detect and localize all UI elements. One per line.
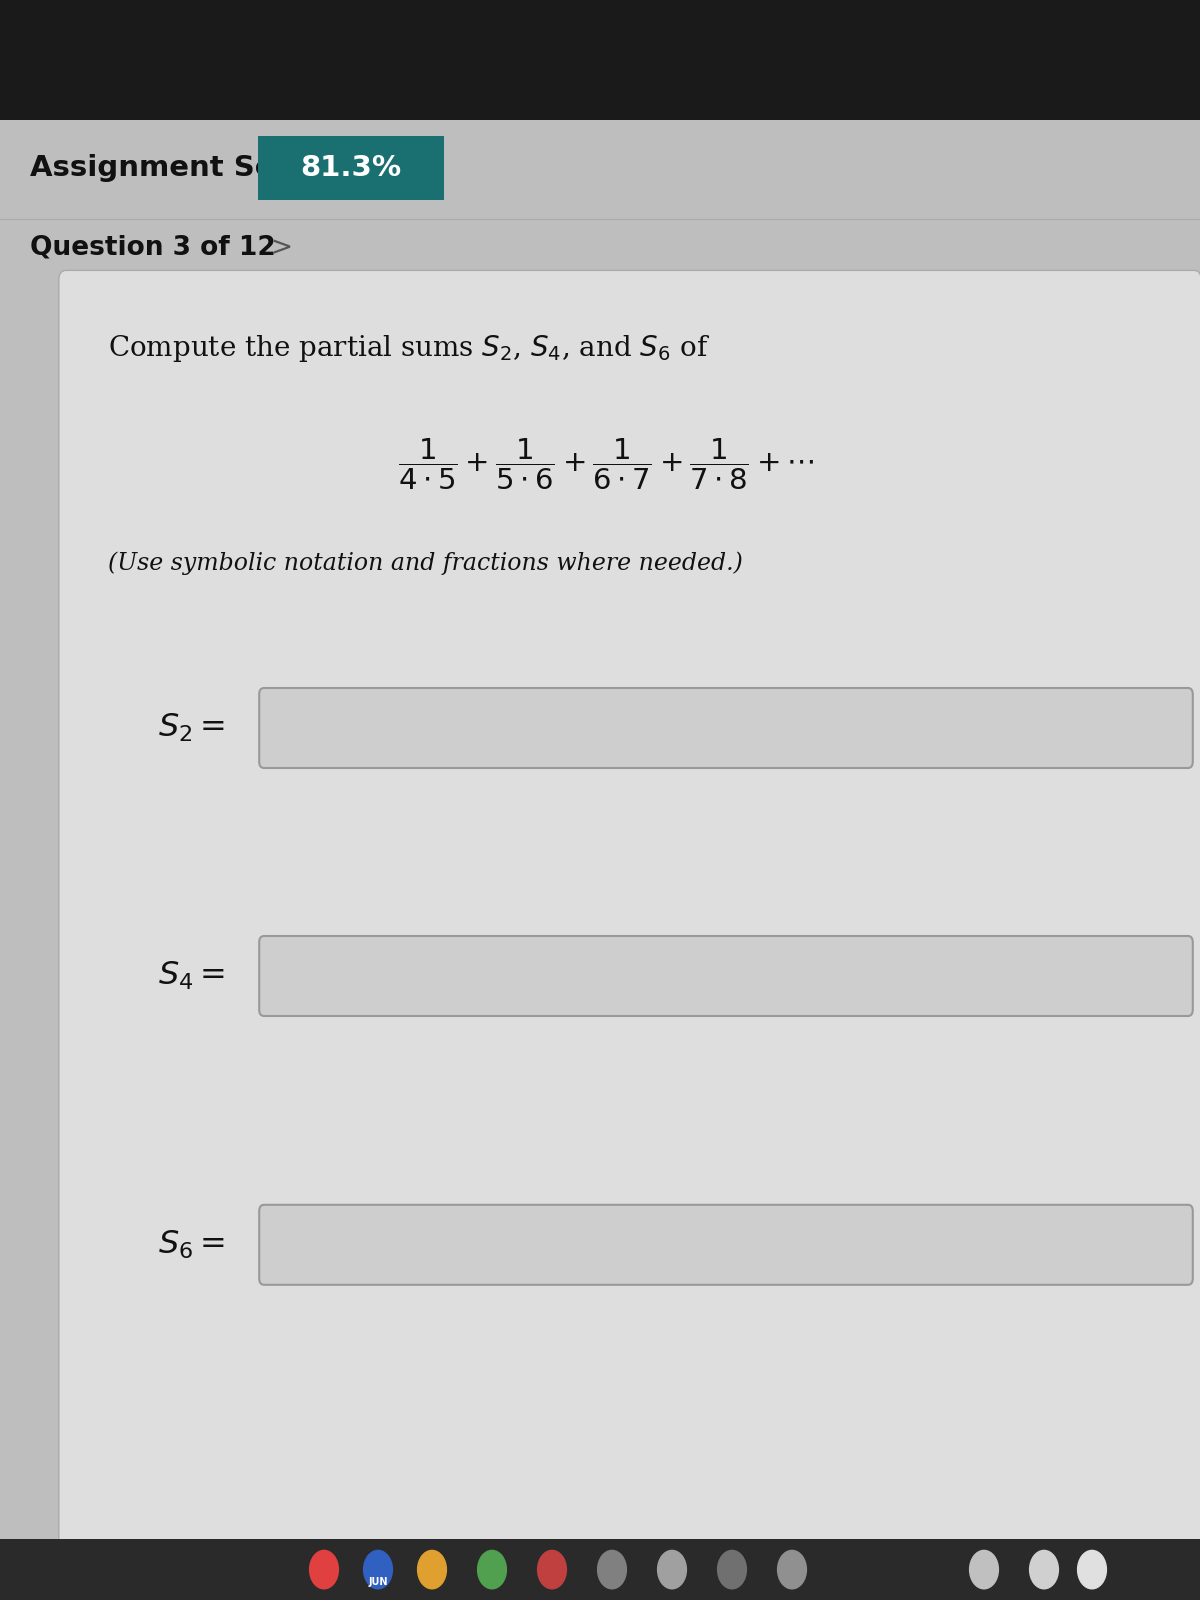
Text: Compute the partial sums $S_2$, $S_4$, and $S_6$ of: Compute the partial sums $S_2$, $S_4$, a… (108, 333, 710, 365)
FancyBboxPatch shape (259, 936, 1193, 1016)
Text: 81.3%: 81.3% (300, 154, 402, 182)
Text: Assignment Score:: Assignment Score: (30, 154, 337, 182)
Circle shape (1030, 1550, 1058, 1589)
Text: Question 3 of 12: Question 3 of 12 (30, 235, 276, 261)
Bar (258, 136, 444, 200)
Circle shape (778, 1550, 806, 1589)
Circle shape (418, 1550, 446, 1589)
Text: JUN: JUN (368, 1578, 388, 1587)
Circle shape (478, 1550, 506, 1589)
Circle shape (364, 1550, 392, 1589)
Circle shape (310, 1550, 338, 1589)
FancyBboxPatch shape (59, 270, 1200, 1562)
Circle shape (1078, 1550, 1106, 1589)
FancyBboxPatch shape (259, 688, 1193, 768)
Circle shape (538, 1550, 566, 1589)
Text: >: > (270, 235, 292, 261)
Text: $S_6 =$: $S_6 =$ (158, 1229, 226, 1261)
FancyBboxPatch shape (259, 1205, 1193, 1285)
Circle shape (658, 1550, 686, 1589)
Text: (Use symbolic notation and fractions where needed.): (Use symbolic notation and fractions whe… (108, 552, 743, 574)
Bar (0, 0, 1200, 120)
Circle shape (718, 1550, 746, 1589)
Text: $\dfrac{1}{4 \cdot 5} + \dfrac{1}{5 \cdot 6} + \dfrac{1}{6 \cdot 7} + \dfrac{1}{: $\dfrac{1}{4 \cdot 5} + \dfrac{1}{5 \cdo… (398, 437, 814, 491)
Text: $S_2 =$: $S_2 =$ (158, 712, 226, 744)
Text: $S_4 =$: $S_4 =$ (158, 960, 226, 992)
Circle shape (970, 1550, 998, 1589)
Circle shape (598, 1550, 626, 1589)
Bar (0, 1539, 1200, 1600)
